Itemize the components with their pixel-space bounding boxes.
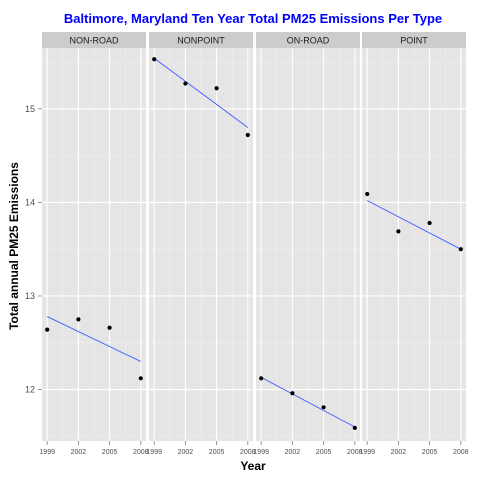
- data-point: [138, 376, 143, 381]
- y-axis-title: Total annual PM25 Emissions: [7, 162, 21, 330]
- data-point: [45, 327, 50, 332]
- x-tick-label: 2008: [453, 449, 469, 456]
- chart-title: Baltimore, Maryland Ten Year Total PM25 …: [64, 11, 442, 26]
- strip-label: NON-ROAD: [70, 36, 119, 46]
- x-tick-label: 2008: [347, 449, 363, 456]
- y-tick-label: 15: [25, 104, 35, 114]
- x-tick-label: 1999: [359, 449, 375, 456]
- x-tick-label: 2005: [209, 449, 225, 456]
- data-point: [396, 229, 401, 234]
- x-tick-label: 2005: [422, 449, 438, 456]
- facet-panel-on-road: ON-ROAD 1999 2002 2005 2008: [253, 32, 363, 456]
- data-point: [76, 317, 81, 322]
- data-point: [290, 391, 295, 396]
- facet-panel-non-road: NON-ROAD 1999 2002 2005 2008: [39, 32, 149, 456]
- data-point: [321, 405, 326, 410]
- x-tick-label: 2008: [133, 449, 149, 456]
- data-point: [352, 425, 357, 430]
- strip-label: NONPOINT: [177, 36, 225, 46]
- strip-background: [149, 32, 253, 48]
- x-tick-label: 2002: [71, 449, 87, 456]
- strip-label: POINT: [400, 36, 428, 46]
- x-tick-label: 2002: [178, 449, 194, 456]
- data-point: [152, 57, 157, 62]
- data-point: [427, 220, 432, 226]
- data-point: [245, 132, 250, 138]
- strip-background: [42, 32, 146, 48]
- y-tick-label: 12: [25, 385, 35, 395]
- x-tick-label: 1999: [253, 449, 269, 456]
- facet-panel-nonpoint: NONPOINT 1999 2002 2005 2008: [146, 32, 256, 456]
- strip-background: [256, 32, 360, 48]
- trend-line: [47, 316, 141, 362]
- x-tick-label: 2002: [285, 449, 301, 456]
- trend-line: [153, 57, 249, 128]
- strip-label: ON-ROAD: [287, 36, 330, 46]
- x-tick-label: 2008: [240, 449, 256, 456]
- y-tick-label: 14: [25, 197, 35, 207]
- data-point: [214, 86, 219, 91]
- data-point: [365, 191, 370, 197]
- x-tick-label: 2002: [391, 449, 407, 456]
- data-point: [107, 325, 112, 330]
- x-tick-label: 1999: [146, 449, 162, 456]
- y-tick-label: 13: [25, 291, 35, 301]
- y-axis-layer: 12 13 14 15: [25, 104, 42, 395]
- x-tick-label: 2005: [102, 449, 118, 456]
- x-tick-label: 1999: [39, 449, 55, 456]
- trend-line: [260, 376, 356, 428]
- trend-line: [366, 200, 462, 250]
- strip-background: [362, 32, 466, 48]
- panels-layer: NON-ROAD 1999 2002 2005 2008 NONPOINT 1999 2002…: [39, 32, 469, 456]
- x-axis-title: Year: [240, 459, 266, 473]
- data-point: [259, 376, 264, 381]
- facet-panel-point: POINT 1999 2002 2005 2008: [359, 32, 469, 456]
- x-tick-label: 2005: [316, 449, 332, 456]
- data-point: [458, 247, 463, 252]
- data-point: [183, 81, 188, 86]
